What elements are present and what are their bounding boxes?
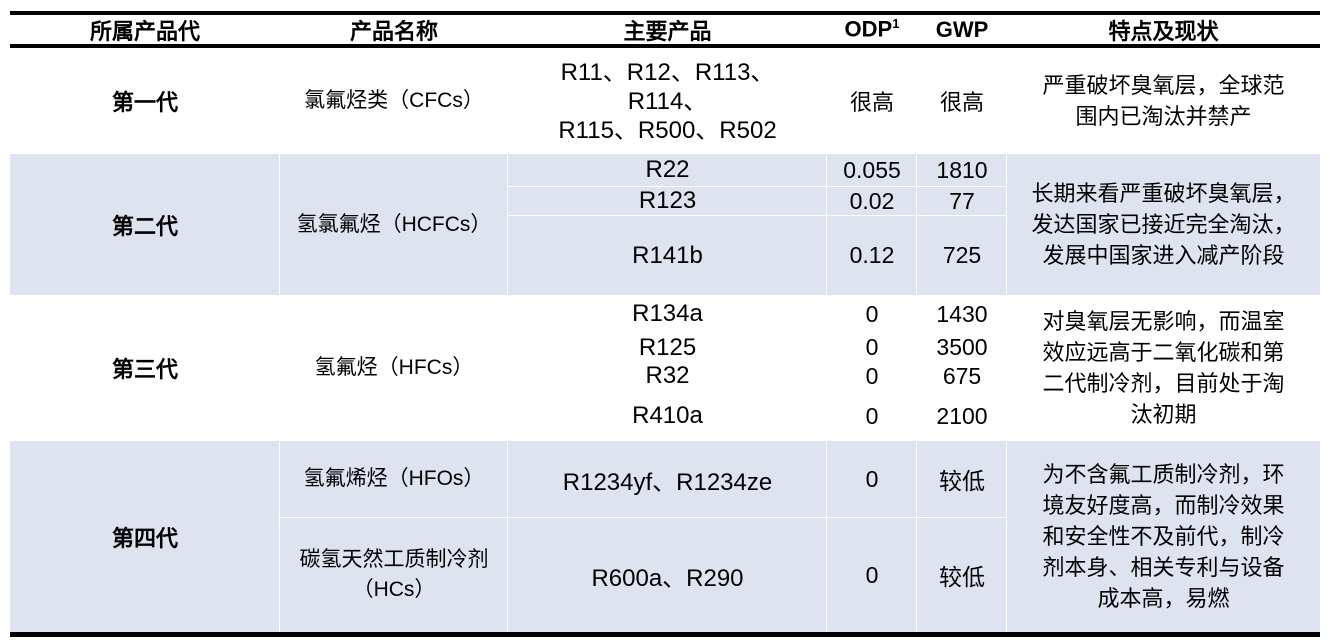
- header-odp: ODP1: [827, 16, 917, 42]
- refrigerant-generations-table: 所属产品代 产品名称 主要产品 ODP1 GWP 特点及现状 第一代 氯氟烃类（…: [10, 11, 1320, 637]
- header-main-products: 主要产品: [623, 18, 712, 44]
- note-line: 长期来看严重破坏臭氧层，: [1031, 181, 1296, 206]
- product-code-line: R114、: [627, 87, 708, 115]
- sub-row: R22 0.055 1810: [508, 154, 1007, 186]
- product-code: R123: [508, 187, 827, 215]
- generation-row-4: 第四代 氢氟烯烃（HFOs） R1234yf、R1234ze 0 较低 碳氢天然…: [10, 441, 1320, 632]
- product-code: R134a: [508, 295, 827, 333]
- sub-rows: R22 0.055 1810 R123 0.02 77 R141b 0.12 7…: [508, 154, 1007, 295]
- generation-row-3: 第三代 氢氟烃（HFCs） R134a 0 1430 R125 0 3500 R…: [10, 295, 1320, 441]
- header-product-name: 产品名称: [349, 18, 438, 44]
- gwp-value: 2100: [917, 391, 1007, 441]
- note-line: 对臭氧层无影响，而温室: [1042, 309, 1285, 334]
- product-code: R1234yf、R1234ze: [508, 441, 827, 517]
- odp-value: 0: [827, 362, 917, 390]
- product-code: R410a: [508, 391, 827, 441]
- gwp-value: 较低: [917, 518, 1007, 632]
- note-line: 和安全性不及前代，制冷: [1042, 524, 1285, 549]
- product-name-line: （HCs）: [352, 578, 436, 601]
- bottom-rule: [10, 632, 1320, 637]
- note-line: 发达国家已接近完全淘汰，: [1031, 212, 1296, 237]
- generation-row-2: 第二代 氢氯氟烃（HCFCs） R22 0.055 1810 R123 0.02…: [10, 154, 1320, 295]
- gwp-value: 675: [917, 362, 1007, 390]
- product-name-cell: 氢氟烯烃（HFOs）: [280, 441, 508, 517]
- odp-footnote-marker: 1: [892, 16, 900, 32]
- product-name-cell: 碳氢天然工质制冷剂 （HCs）: [280, 518, 508, 632]
- gwp-value: 1430: [917, 295, 1007, 333]
- product-code-line: R11、R12、R113、: [560, 58, 775, 86]
- gwp-value: 3500: [917, 334, 1007, 361]
- note-line: 境友好度高，而制冷效果: [1042, 493, 1285, 518]
- odp-value: 0.12: [827, 216, 917, 295]
- main-products-cell: R11、R12、R113、 R114、 R115、R500、R502: [508, 48, 827, 154]
- header-odp-label: ODP: [844, 16, 893, 42]
- product-name-cell: 氢氟烃（HFCs）: [280, 295, 508, 441]
- product-name-cell: 氢氯氟烃（HCFCs）: [280, 154, 508, 295]
- note-line: 为不含氟工质制冷剂，环: [1042, 462, 1285, 487]
- sub-row: R141b 0.12 725: [508, 215, 1007, 295]
- product-name-line: 氢氟烯烃（HFOs）: [303, 467, 485, 490]
- gwp-value: 很高: [917, 48, 1007, 154]
- odp-value: 0: [827, 334, 917, 361]
- generation-row-1: 第一代 氯氟烃类（CFCs） R11、R12、R113、 R114、 R115、…: [10, 48, 1320, 154]
- notes-cell: 严重破坏臭氧层，全球范 围内已淘汰并禁产: [1007, 48, 1320, 154]
- odp-value: 0: [827, 391, 917, 441]
- note-line: 严重破坏臭氧层，全球范: [1042, 73, 1285, 98]
- product-code: R141b: [508, 216, 827, 295]
- gwp-value: 较低: [917, 441, 1007, 517]
- generation-cell: 第二代: [10, 154, 280, 295]
- gwp-value: 725: [917, 216, 1007, 295]
- note-line: 围内已淘汰并禁产: [1075, 104, 1252, 129]
- odp-value: 0: [827, 441, 917, 517]
- notes-cell: 长期来看严重破坏臭氧层， 发达国家已接近完全淘汰， 发展中国家进入减产阶段: [1007, 154, 1320, 295]
- sub-rows: R134a 0 1430 R125 0 3500 R32 0 675 R410a…: [508, 295, 1007, 441]
- note-line: 二代制冷剂，目前处于淘: [1042, 371, 1285, 396]
- note-line: 成本高，易燃: [1097, 586, 1230, 611]
- note-line: 发展中国家进入减产阶段: [1042, 243, 1285, 268]
- sub-row: R125 0 3500: [508, 333, 1007, 361]
- product-code: R600a、R290: [508, 518, 827, 632]
- generation-cell: 第三代: [10, 295, 280, 441]
- product-code: R32: [508, 362, 827, 390]
- header-rule: [10, 44, 1320, 48]
- generation-cell: 第一代: [10, 48, 280, 154]
- product-name-cell: 氯氟烃类（CFCs）: [280, 48, 508, 154]
- notes-cell: 为不含氟工质制冷剂，环 境友好度高，而制冷效果 和安全性不及前代，制冷 剂本身、…: [1007, 441, 1320, 632]
- product-code-line: R115、R500、R502: [558, 116, 777, 144]
- note-line: 剂本身、相关专利与设备: [1042, 555, 1285, 580]
- header-gwp: GWP: [935, 16, 989, 42]
- sub-row: 碳氢天然工质制冷剂 （HCs） R600a、R290 0 较低: [280, 517, 1007, 632]
- header-row: 所属产品代 产品名称 主要产品 ODP1 GWP 特点及现状: [10, 15, 1320, 44]
- odp-value: 0.055: [827, 154, 917, 186]
- odp-value: 很高: [827, 48, 917, 154]
- generation-cell: 第四代: [10, 441, 280, 632]
- sub-row: R123 0.02 77: [508, 186, 1007, 215]
- odp-value: 0.02: [827, 187, 917, 215]
- odp-value: 0: [827, 295, 917, 333]
- sub-rows: 氢氟烯烃（HFOs） R1234yf、R1234ze 0 较低 碳氢天然工质制冷…: [280, 441, 1007, 632]
- sub-row: R410a 0 2100: [508, 390, 1007, 441]
- gwp-value: 77: [917, 187, 1007, 215]
- top-rule: [10, 11, 1320, 15]
- sub-row: R32 0 675: [508, 361, 1007, 390]
- product-name-line: 碳氢天然工质制冷剂: [299, 548, 489, 571]
- odp-value: 0: [827, 518, 917, 632]
- sub-row: 氢氟烯烃（HFOs） R1234yf、R1234ze 0 较低: [280, 441, 1007, 517]
- notes-cell: 对臭氧层无影响，而温室 效应远高于二氧化碳和第 二代制冷剂，目前处于淘 汰初期: [1007, 295, 1320, 441]
- header-notes: 特点及现状: [1108, 18, 1219, 44]
- note-line: 效应远高于二氧化碳和第: [1042, 340, 1285, 365]
- sub-row: R134a 0 1430: [508, 295, 1007, 333]
- note-line: 汰初期: [1130, 402, 1197, 427]
- product-code: R125: [508, 334, 827, 361]
- product-code: R22: [508, 154, 827, 186]
- gwp-value: 1810: [917, 154, 1007, 186]
- header-generation: 所属产品代: [89, 18, 200, 44]
